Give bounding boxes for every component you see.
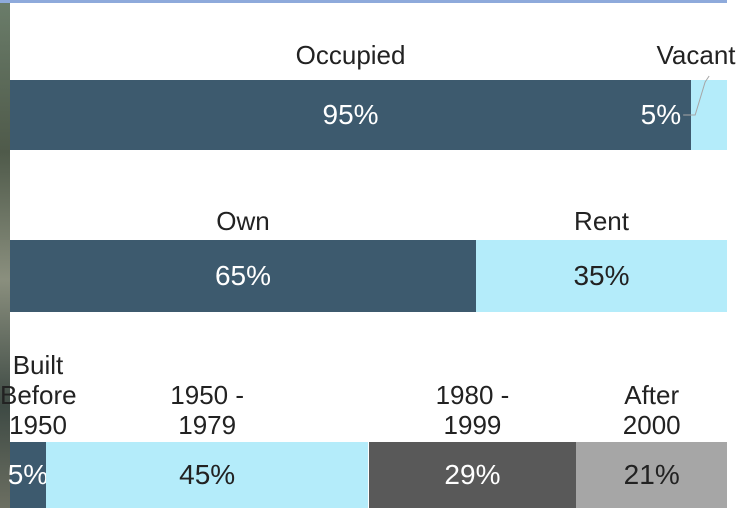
data-label: 65% <box>193 261 293 291</box>
data-label: 35% <box>552 261 652 291</box>
bar-segment <box>691 80 727 150</box>
legend-label: 1950 - 1979 <box>152 380 262 440</box>
data-label: 45% <box>157 460 257 490</box>
legend-label: Vacant <box>651 40 741 70</box>
top-rule <box>0 0 727 3</box>
legend-label: After 2000 <box>597 380 707 440</box>
legend-label: 1980 - 1999 <box>417 380 527 440</box>
data-label: 5% <box>611 100 681 130</box>
data-label: 95% <box>301 100 401 130</box>
legend-label: Occupied <box>10 40 691 70</box>
legend-label: Built Before 1950 <box>0 350 76 440</box>
data-label: 21% <box>602 460 702 490</box>
data-label: 29% <box>422 460 522 490</box>
legend-label: Rent <box>476 206 727 236</box>
page: Occupied 95% Vacant 5% Own 65% Rent 35% Built Be… <box>0 0 741 508</box>
legend-label: Own <box>10 206 476 236</box>
